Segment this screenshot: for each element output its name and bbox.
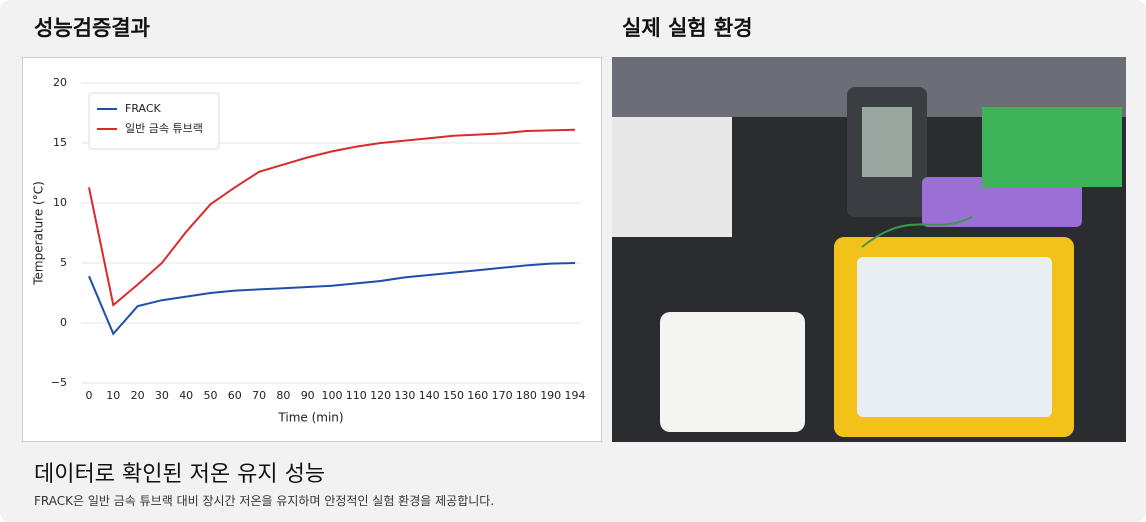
x-tick-label: 100 [322,389,343,402]
x-tick-label: 150 [443,389,464,402]
x-tick-label: 160 [467,389,488,402]
y-axis-label: Temperature (°C) [32,181,46,286]
x-tick-label: 120 [370,389,391,402]
heading: 데이터로 확인된 저온 유지 성능 [34,462,326,487]
x-tick-label: 190 [540,389,561,402]
lab-photo [612,57,1126,442]
legend-label: 일반 금속 튜브랙 [125,121,203,135]
x-tick-label: 30 [155,389,169,402]
x-tick-label: 170 [492,389,513,402]
y-tick-label: 5 [60,256,67,269]
x-tick-label: 10 [106,389,120,402]
x-tick-label: 194 [565,389,586,402]
legend-label: FRACK [125,102,162,115]
y-tick-label: 15 [53,136,67,149]
x-tick-label: 50 [204,389,218,402]
legend-box [88,92,220,150]
x-tick-label: 80 [276,389,290,402]
x-tick-label: 40 [179,389,193,402]
y-tick-label: −5 [51,376,67,389]
x-tick-label: 180 [516,389,537,402]
y-tick-label: 10 [53,196,67,209]
x-tick-label: 110 [346,389,367,402]
x-tick-label: 60 [228,389,242,402]
description: FRACK은 일반 금속 튜브랙 대비 장시간 저온을 유지하며 안정적인 실험… [34,494,495,508]
x-axis-label: Time (min) [277,411,343,425]
x-tick-label: 90 [301,389,315,402]
x-tick-label: 140 [419,389,440,402]
right-title: 실제 실험 환경 [622,16,753,40]
y-tick-label: 20 [53,76,67,89]
chart-box: Time (min) Temperature (°C) −5 0 5 10 15 20 0 1… [22,57,602,442]
x-tick-label: 130 [394,389,415,402]
x-tick-label: 20 [131,389,145,402]
left-title: 성능검증결과 [34,16,150,40]
x-tick-label: 70 [252,389,266,402]
line-series [88,128,576,307]
line-series [88,262,576,336]
x-tick-label: 0 [86,389,93,402]
y-tick-label: 0 [60,316,67,329]
